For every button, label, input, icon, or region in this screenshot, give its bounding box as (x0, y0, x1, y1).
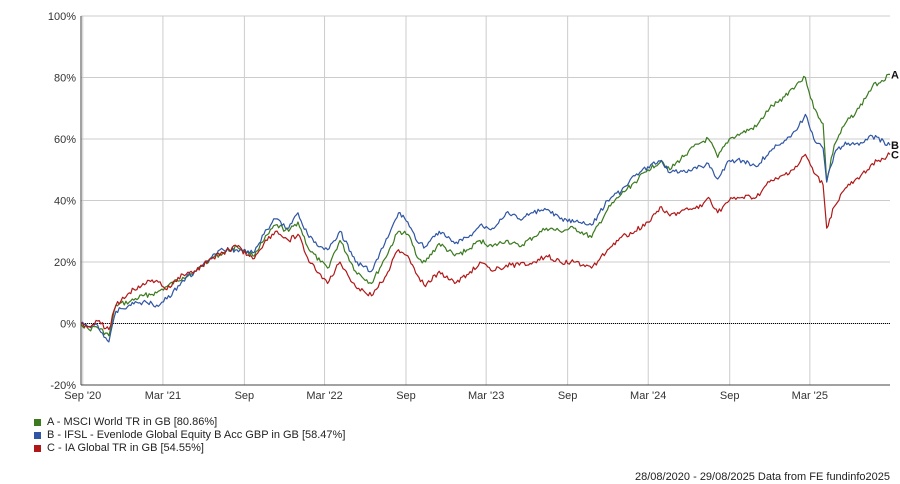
legend-label-b: B - IFSL - Evenlode Global Equity B Acc … (47, 429, 346, 441)
legend-label-c: C - IA Global TR in GB [54.55%] (47, 442, 204, 454)
series-lines (80, 73, 891, 343)
legend-swatch-a (34, 419, 41, 426)
y-tick-label: 20% (54, 257, 76, 269)
x-tick-label: Mar '23 (468, 390, 504, 402)
x-tick-label: Mar '22 (306, 390, 342, 402)
x-axis-ticks: Sep '20 Mar '21 Sep Mar '22 Sep Mar '23 Sep Mar… (64, 390, 828, 402)
x-tick-label: Mar '21 (145, 390, 181, 402)
y-tick-label: 100% (48, 11, 76, 23)
end-label-c: C (891, 149, 899, 161)
end-label-a: A (891, 69, 899, 81)
y-tick-label: 80% (54, 73, 76, 85)
legend-item-c: C - IA Global TR in GB [54.55%] (34, 442, 345, 455)
x-tick-label: Sep '20 (64, 390, 101, 402)
footer-source: 28/08/2020 - 29/08/2025 Data from FE fun… (634, 471, 890, 483)
x-tick-label: Mar '24 (630, 390, 666, 402)
y-tick-label: 60% (54, 134, 76, 146)
x-tick-label: Sep (720, 390, 740, 402)
y-tick-label: 0% (60, 319, 76, 331)
legend-swatch-b (34, 432, 41, 439)
y-tick-label: -20% (50, 380, 76, 392)
x-tick-label: Mar '25 (792, 390, 828, 402)
y-tick-label: 40% (54, 196, 76, 208)
series-end-labels: A BC (891, 69, 899, 161)
x-tick-label: Sep (396, 390, 416, 402)
grid-lines (80, 15, 890, 386)
legend: A - MSCI World TR in GB [80.86%] B - IFS… (34, 416, 345, 455)
legend-item-b: B - IFSL - Evenlode Global Equity B Acc … (34, 429, 345, 442)
x-tick-label: Sep (558, 390, 578, 402)
series-line-b (80, 113, 891, 343)
legend-item-a: A - MSCI World TR in GB [80.86%] (34, 416, 345, 429)
series-line-a (80, 73, 891, 337)
end-label-b: B (891, 140, 899, 152)
x-tick-label: Sep (235, 390, 255, 402)
legend-label-a: A - MSCI World TR in GB [80.86%] (47, 416, 218, 428)
legend-swatch-c (34, 445, 41, 452)
y-axis-ticks: -20% 0% 20% 40% 60% 80% 100% (48, 11, 76, 392)
series-line-c (80, 152, 891, 331)
